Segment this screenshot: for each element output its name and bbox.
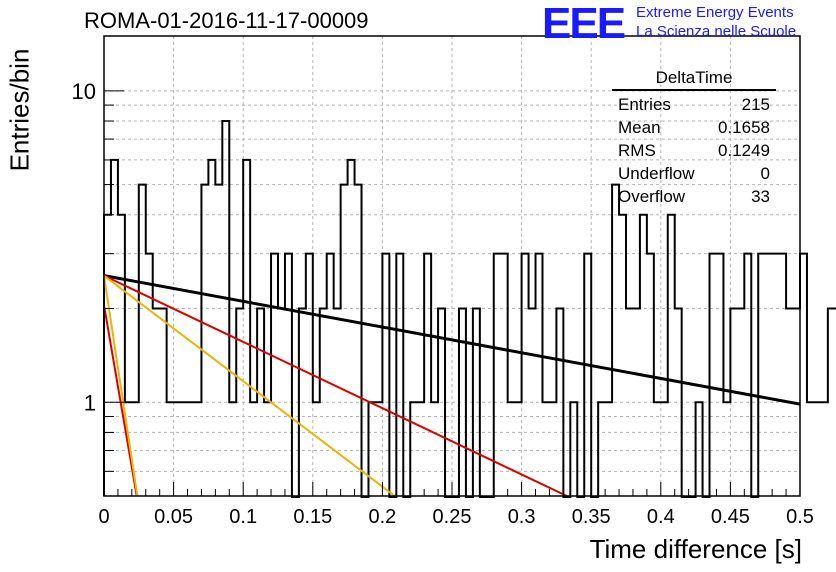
x-tick-label: 0.4 bbox=[647, 506, 675, 528]
x-tick-label: 0.25 bbox=[433, 506, 472, 528]
y-tick-label: 10 bbox=[72, 79, 96, 104]
tick-labels: 0 0.05 0.1 0.15 0.2 0.25 0.3 0.35 0.4 0.45 0.5 1 10 bbox=[72, 79, 814, 528]
stats-value: 215 bbox=[741, 95, 770, 114]
fit-line bbox=[103, 274, 396, 497]
fit-lines bbox=[103, 274, 801, 497]
y-axis-label: Entries/bin bbox=[4, 48, 35, 172]
x-tick-label: 0.35 bbox=[572, 506, 611, 528]
stats-label: Entries bbox=[618, 95, 671, 114]
stats-value: 33 bbox=[751, 187, 770, 206]
fit-line bbox=[103, 274, 568, 497]
stats-label: Mean bbox=[618, 118, 661, 137]
stats-label: Overflow bbox=[618, 187, 686, 206]
stats-value: 0.1658 bbox=[718, 118, 770, 137]
fit-line bbox=[103, 274, 801, 406]
eee-logo: EEE bbox=[542, 0, 626, 48]
x-tick-label: 0.15 bbox=[293, 506, 332, 528]
org-line-1: Extreme Energy Events bbox=[636, 4, 794, 21]
x-tick-label: 0.5 bbox=[786, 506, 814, 528]
organization-name: Extreme Energy Events La Scienza nelle S… bbox=[636, 3, 796, 41]
x-tick-label: 0.2 bbox=[368, 506, 396, 528]
x-tick-label: 0.45 bbox=[711, 506, 750, 528]
axis-ticks bbox=[103, 90, 801, 497]
stats-row-entries: Entries 215 bbox=[612, 93, 776, 116]
stats-box: DeltaTime Entries 215 Mean 0.1658 RMS 0.124… bbox=[612, 68, 776, 208]
fit-line bbox=[103, 275, 139, 497]
plot-title: ROMA-01-2016-11-17-00009 bbox=[84, 8, 369, 33]
stats-title: DeltaTime bbox=[612, 68, 776, 91]
org-line-2: La Scienza nelle Scuole bbox=[636, 23, 797, 40]
x-tick-label: 0 bbox=[98, 506, 109, 528]
stats-row-underflow: Underflow 0 bbox=[612, 162, 776, 185]
stats-label: RMS bbox=[618, 141, 656, 160]
stats-row-mean: Mean 0.1658 bbox=[612, 116, 776, 139]
fit-line bbox=[103, 304, 138, 497]
x-axis-label: Time difference [s] bbox=[589, 534, 802, 564]
stats-row-overflow: Overflow 33 bbox=[612, 185, 776, 208]
stats-value: 0 bbox=[760, 164, 770, 183]
x-tick-label: 0.3 bbox=[508, 506, 536, 528]
x-tick-label: 0.05 bbox=[154, 506, 193, 528]
stats-value: 0.1249 bbox=[718, 141, 770, 160]
stats-label: Underflow bbox=[618, 164, 695, 183]
x-tick-label: 0.1 bbox=[229, 506, 257, 528]
stats-row-rms: RMS 0.1249 bbox=[612, 139, 776, 162]
y-tick-label: 1 bbox=[84, 390, 96, 415]
